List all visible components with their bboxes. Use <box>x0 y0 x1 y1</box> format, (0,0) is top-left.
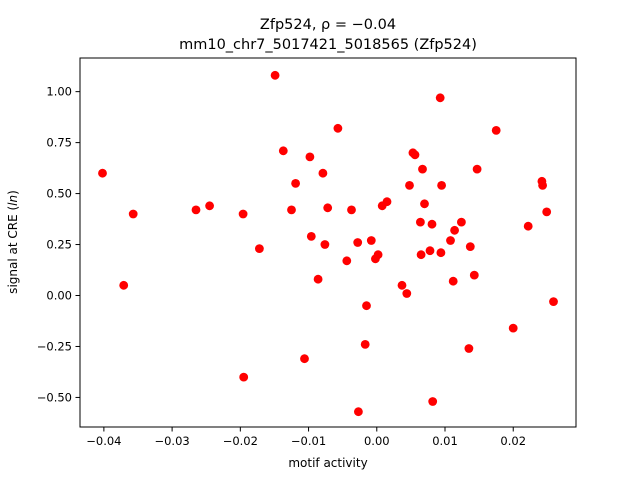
plot-frame <box>79 57 577 428</box>
data-point-47 <box>448 276 458 286</box>
data-point-46 <box>446 236 455 245</box>
data-point-31 <box>397 280 407 290</box>
data-point-4 <box>205 201 215 211</box>
data-point-22 <box>353 238 363 247</box>
data-point-36 <box>416 217 425 227</box>
x-tick-label-3: −0.01 <box>291 434 326 448</box>
data-point-8 <box>270 70 280 80</box>
data-point-26 <box>366 236 376 245</box>
x-axis-label: motif activity <box>288 456 367 470</box>
data-point-59 <box>542 207 552 217</box>
data-point-41 <box>427 219 437 229</box>
data-point-17 <box>320 240 330 249</box>
data-point-20 <box>342 256 352 266</box>
data-point-52 <box>469 270 479 280</box>
y-tick-label-3: 0.25 <box>46 238 72 252</box>
data-point-24 <box>360 340 370 349</box>
data-point-38 <box>418 164 427 174</box>
data-point-44 <box>437 181 446 190</box>
y-tick-label-1: −0.25 <box>37 339 72 353</box>
data-point-13 <box>305 152 315 162</box>
data-point-28 <box>373 250 383 260</box>
data-point-1 <box>119 280 129 290</box>
x-tick-label-2: −0.02 <box>223 434 258 448</box>
data-point-56 <box>523 221 533 231</box>
x-tick-label-4: 0.00 <box>364 434 390 448</box>
data-points <box>98 70 558 417</box>
data-point-53 <box>472 164 482 174</box>
chart-title: Zfp524, ρ = −0.04 <box>260 17 396 33</box>
x-tick-label-5: 0.01 <box>432 434 458 448</box>
data-point-2 <box>128 209 138 219</box>
x-tick-label-1: −0.03 <box>154 434 189 448</box>
data-point-60 <box>549 297 558 306</box>
data-point-21 <box>347 205 356 215</box>
x-tick-label-0: −0.04 <box>86 434 121 448</box>
y-axis-ticks: −0.50 −0.25 0.00 0.25 0.50 0.75 1.00 <box>37 85 80 404</box>
data-point-16 <box>318 168 328 178</box>
data-point-30 <box>382 197 392 207</box>
data-point-9 <box>278 146 288 156</box>
data-point-58 <box>538 181 547 190</box>
data-point-15 <box>313 274 323 284</box>
y-tick-label-6: 1.00 <box>46 85 72 99</box>
data-point-7 <box>255 244 264 254</box>
data-point-48 <box>450 225 459 235</box>
data-point-50 <box>464 344 474 353</box>
data-point-11 <box>291 179 300 188</box>
data-point-5 <box>238 209 248 219</box>
x-tick-label-6: 0.02 <box>500 434 526 448</box>
data-point-6 <box>239 372 249 382</box>
data-point-25 <box>362 301 371 311</box>
data-point-3 <box>191 205 201 215</box>
data-point-39 <box>420 199 429 209</box>
data-point-19 <box>333 123 343 133</box>
data-point-0 <box>98 168 107 178</box>
data-point-35 <box>410 150 420 160</box>
chart-subtitle: mm10_chr7_5017421_5018565 (Zfp524) <box>179 37 477 53</box>
data-point-45 <box>436 248 446 258</box>
data-point-18 <box>323 203 333 213</box>
data-point-40 <box>425 246 435 256</box>
data-point-37 <box>416 250 426 260</box>
data-point-54 <box>491 125 501 135</box>
data-point-51 <box>465 242 475 252</box>
data-point-32 <box>402 289 412 298</box>
data-point-23 <box>354 407 363 417</box>
y-tick-label-0: −0.50 <box>37 390 72 404</box>
y-tick-label-5: 0.75 <box>46 136 72 150</box>
data-point-33 <box>405 181 414 190</box>
data-point-14 <box>306 232 316 241</box>
data-point-42 <box>428 397 438 406</box>
data-point-10 <box>287 205 296 215</box>
y-axis-label: signal at CRE (ln) <box>6 190 20 294</box>
data-point-43 <box>435 93 445 103</box>
data-point-12 <box>300 354 309 364</box>
data-point-55 <box>508 323 518 333</box>
data-point-49 <box>457 217 466 227</box>
x-axis-ticks: −0.04 −0.03 −0.02 −0.01 0.00 0.01 0.02 <box>86 427 526 448</box>
y-tick-label-2: 0.00 <box>46 289 72 303</box>
y-tick-label-4: 0.50 <box>46 187 72 201</box>
